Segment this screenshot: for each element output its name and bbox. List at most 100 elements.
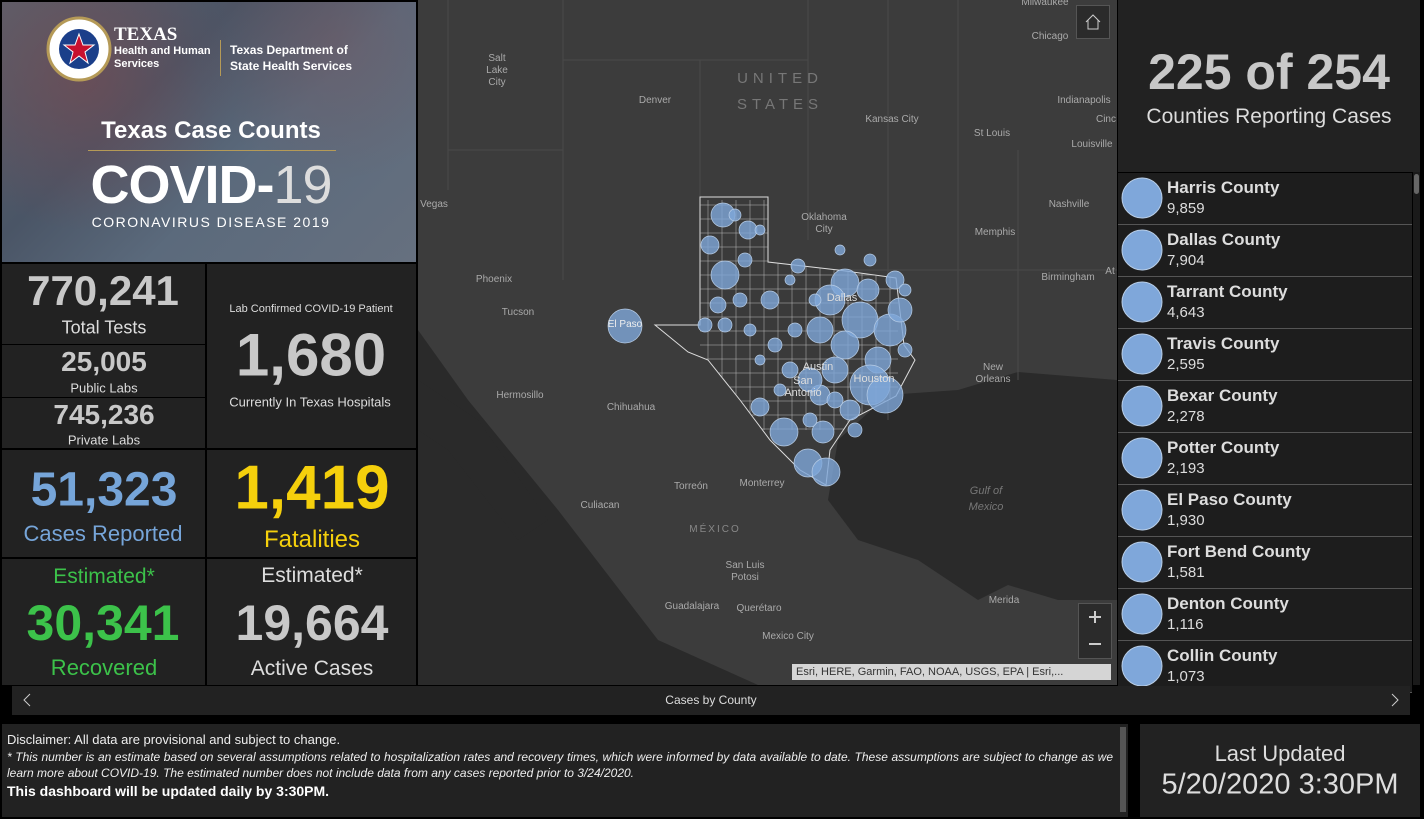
county-bubble	[760, 290, 780, 310]
fatalities-value: 1,419	[234, 453, 390, 523]
county-symbol	[1121, 333, 1163, 375]
county-name: Denton County	[1167, 594, 1289, 613]
county-bubble	[797, 367, 823, 393]
nav-label: Cases by County	[665, 693, 757, 707]
map-label: New Orleans	[975, 362, 1011, 385]
cases-panel	[2, 450, 205, 557]
covid-number: 19	[273, 155, 332, 215]
county-name: Harris County	[1167, 178, 1280, 197]
map-label: Birmingham	[1041, 272, 1095, 283]
map-label: Salt Lake City	[486, 53, 508, 88]
dashboard-subtitle: CORONAVIRUS DISEASE 2019	[91, 214, 331, 230]
county-bubble	[709, 296, 727, 314]
update-note: This dashboard will be updated daily by …	[7, 783, 330, 799]
header-banner: TEXAS Health and Human Services Texas De…	[2, 2, 416, 262]
zoom-out-button[interactable]	[1079, 631, 1111, 658]
county-bubble	[887, 297, 913, 323]
map[interactable]: Esri, HERE, Garmin, FAO, NOAA, USGS, EPA…	[418, 0, 1117, 685]
county-name: Travis County	[1167, 334, 1280, 353]
recovered-value: 30,341	[26, 595, 180, 651]
hhs-logo	[46, 16, 112, 82]
county-bubble	[717, 317, 733, 333]
county-bubble	[898, 283, 912, 297]
county-bubble	[826, 391, 844, 409]
county-bubble	[728, 208, 742, 222]
county-symbol	[1121, 177, 1163, 219]
county-cases: 1,930	[1167, 512, 1205, 529]
county-name: Tarrant County	[1167, 282, 1288, 301]
fatalities-label: Fatalities	[263, 526, 361, 553]
county-row[interactable]: Collin County 1,073	[1118, 641, 1412, 693]
county-row[interactable]: Potter County 2,193	[1118, 433, 1412, 485]
map-label: Tucson	[501, 307, 535, 318]
county-cases: 7,904	[1167, 252, 1205, 269]
county-symbol	[1121, 593, 1163, 635]
county-circle	[1121, 177, 1163, 219]
map-label: Gulf of Mexico	[968, 485, 1004, 513]
county-bubble	[863, 253, 877, 267]
county-symbol	[1121, 385, 1163, 427]
map-label: Louisville	[1071, 139, 1113, 150]
county-row[interactable]: Denton County 1,116	[1118, 589, 1412, 641]
county-bubbles	[607, 202, 913, 487]
total-tests-value: 770,241	[27, 267, 179, 314]
county-name: Potter County	[1167, 438, 1280, 457]
county-name: Bexar County	[1167, 386, 1278, 405]
county-symbol	[1121, 437, 1163, 479]
county-bubble	[856, 278, 880, 302]
map-label: Kansas City	[865, 114, 919, 125]
county-row[interactable]: Fort Bend County 1,581	[1118, 537, 1412, 589]
map-label: Memphis	[974, 227, 1016, 238]
map-label: San Luis Potosi	[725, 560, 765, 583]
recovered-note: Estimated*	[53, 565, 155, 588]
county-bubble	[787, 322, 803, 338]
county-bubble	[773, 383, 787, 397]
county-bubble	[607, 308, 643, 344]
hospital-value: 1,680	[235, 321, 387, 389]
estimate-note: * This number is an estimate based on se…	[7, 750, 1113, 780]
county-row[interactable]: El Paso County 1,930	[1118, 485, 1412, 537]
county-row[interactable]: Dallas County 7,904	[1118, 225, 1412, 277]
private-labs-label: Private Labs	[67, 432, 141, 448]
disclaimer-panel: Disclaimer: All data are provisional and…	[2, 724, 1128, 817]
county-bubble	[700, 235, 720, 255]
home-icon	[1085, 14, 1101, 30]
cases-label: Cases Reported	[23, 521, 183, 546]
fatalities-panel	[207, 450, 416, 557]
map-attribution: Esri, HERE, Garmin, FAO, NOAA, USGS, EPA…	[792, 664, 1111, 680]
hospital-label: Currently In Texas Hospitals	[229, 394, 391, 410]
active-label: Active Cases	[250, 657, 374, 680]
county-circle	[1121, 333, 1163, 375]
county-bubble	[767, 337, 783, 353]
county-bubble	[737, 252, 753, 268]
map-label: UNITED STATES	[736, 70, 824, 113]
county-bubble	[784, 274, 796, 286]
county-name: El Paso County	[1167, 490, 1292, 509]
county-row[interactable]: Bexar County 2,278	[1118, 381, 1412, 433]
next-arrow[interactable]	[1388, 692, 1402, 708]
map-label: Oklahoma City	[801, 212, 847, 235]
prev-arrow[interactable]	[20, 692, 34, 708]
last-updated-label: Last Updated	[1214, 741, 1346, 766]
scrollbar-thumb[interactable]	[1414, 174, 1419, 194]
map-label: Nashville	[1048, 199, 1090, 210]
map-label: Torreón	[674, 481, 708, 492]
county-circle	[1121, 229, 1163, 271]
active-panel	[207, 559, 416, 685]
county-row[interactable]: Tarrant County 4,643	[1118, 277, 1412, 329]
county-bubble	[743, 323, 757, 337]
zoom-in-button[interactable]	[1079, 604, 1111, 631]
county-bubble	[811, 457, 841, 487]
public-labs-label: Public Labs	[70, 380, 138, 396]
pacific-ocean	[418, 330, 758, 685]
county-bubble	[830, 330, 860, 360]
county-row[interactable]: Travis County 2,595	[1118, 329, 1412, 381]
county-cases: 2,595	[1167, 356, 1205, 373]
home-button[interactable]	[1076, 5, 1110, 39]
agency-name: TEXAS	[114, 24, 178, 45]
map-label: Monterrey	[739, 478, 785, 489]
county-cases: 1,116	[1167, 616, 1204, 633]
county-row[interactable]: Harris County 9,859	[1118, 173, 1412, 225]
cases-value: 51,323	[30, 463, 178, 517]
